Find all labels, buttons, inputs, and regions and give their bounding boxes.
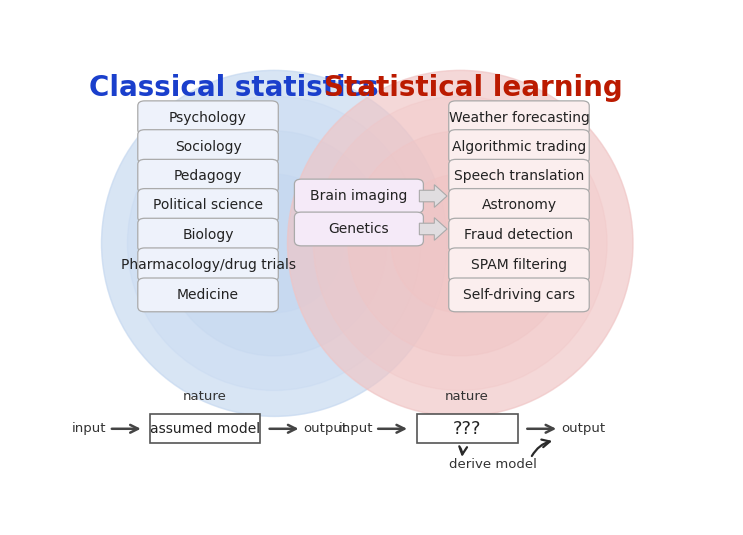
- Text: Pharmacology/drug trials: Pharmacology/drug trials: [120, 258, 296, 272]
- FancyBboxPatch shape: [137, 248, 279, 282]
- Ellipse shape: [288, 71, 633, 416]
- Text: Astronomy: Astronomy: [481, 198, 557, 212]
- FancyBboxPatch shape: [449, 248, 589, 282]
- Ellipse shape: [314, 96, 607, 391]
- Text: nature: nature: [445, 390, 489, 403]
- Text: assumed model: assumed model: [150, 422, 260, 436]
- FancyBboxPatch shape: [137, 101, 279, 135]
- Ellipse shape: [102, 71, 447, 416]
- FancyBboxPatch shape: [449, 129, 589, 164]
- FancyArrow shape: [419, 218, 447, 240]
- Text: Political science: Political science: [153, 198, 263, 212]
- Ellipse shape: [288, 71, 633, 416]
- Text: SPAM filtering: SPAM filtering: [471, 258, 567, 272]
- Text: Psychology: Psychology: [169, 111, 247, 125]
- FancyBboxPatch shape: [137, 129, 279, 164]
- Text: Medicine: Medicine: [177, 288, 239, 302]
- Ellipse shape: [391, 174, 529, 312]
- FancyBboxPatch shape: [449, 278, 589, 312]
- Text: Sociology: Sociology: [175, 140, 241, 154]
- FancyBboxPatch shape: [449, 101, 589, 135]
- FancyArrow shape: [419, 185, 447, 208]
- Ellipse shape: [162, 131, 386, 356]
- Text: Genetics: Genetics: [328, 222, 389, 236]
- Text: ???: ???: [453, 420, 481, 438]
- Text: nature: nature: [184, 390, 227, 403]
- FancyBboxPatch shape: [449, 218, 589, 252]
- FancyBboxPatch shape: [137, 218, 279, 252]
- Text: Brain imaging: Brain imaging: [311, 189, 408, 203]
- Ellipse shape: [348, 131, 573, 356]
- FancyBboxPatch shape: [294, 179, 424, 213]
- FancyBboxPatch shape: [294, 212, 424, 246]
- Text: Statistical learning: Statistical learning: [323, 74, 623, 103]
- FancyBboxPatch shape: [417, 414, 518, 443]
- Text: Pedagogy: Pedagogy: [174, 169, 242, 184]
- FancyBboxPatch shape: [137, 159, 279, 193]
- Text: output: output: [561, 422, 606, 435]
- Text: derive model: derive model: [449, 458, 537, 471]
- FancyBboxPatch shape: [150, 414, 260, 443]
- Text: Weather forecasting: Weather forecasting: [449, 111, 589, 125]
- FancyBboxPatch shape: [137, 278, 279, 312]
- Ellipse shape: [128, 96, 421, 391]
- Text: Classical statistics: Classical statistics: [89, 74, 379, 103]
- Text: Speech translation: Speech translation: [454, 169, 584, 184]
- Ellipse shape: [102, 71, 447, 416]
- FancyBboxPatch shape: [137, 189, 279, 223]
- Text: Algorithmic trading: Algorithmic trading: [452, 140, 586, 154]
- Text: output: output: [304, 422, 348, 435]
- Text: Biology: Biology: [182, 228, 234, 242]
- Ellipse shape: [205, 174, 343, 312]
- FancyBboxPatch shape: [449, 159, 589, 193]
- Text: Self-driving cars: Self-driving cars: [463, 288, 575, 302]
- Text: Fraud detection: Fraud detection: [464, 228, 574, 242]
- Text: input: input: [72, 422, 107, 435]
- FancyBboxPatch shape: [449, 189, 589, 223]
- Text: input: input: [339, 422, 373, 435]
